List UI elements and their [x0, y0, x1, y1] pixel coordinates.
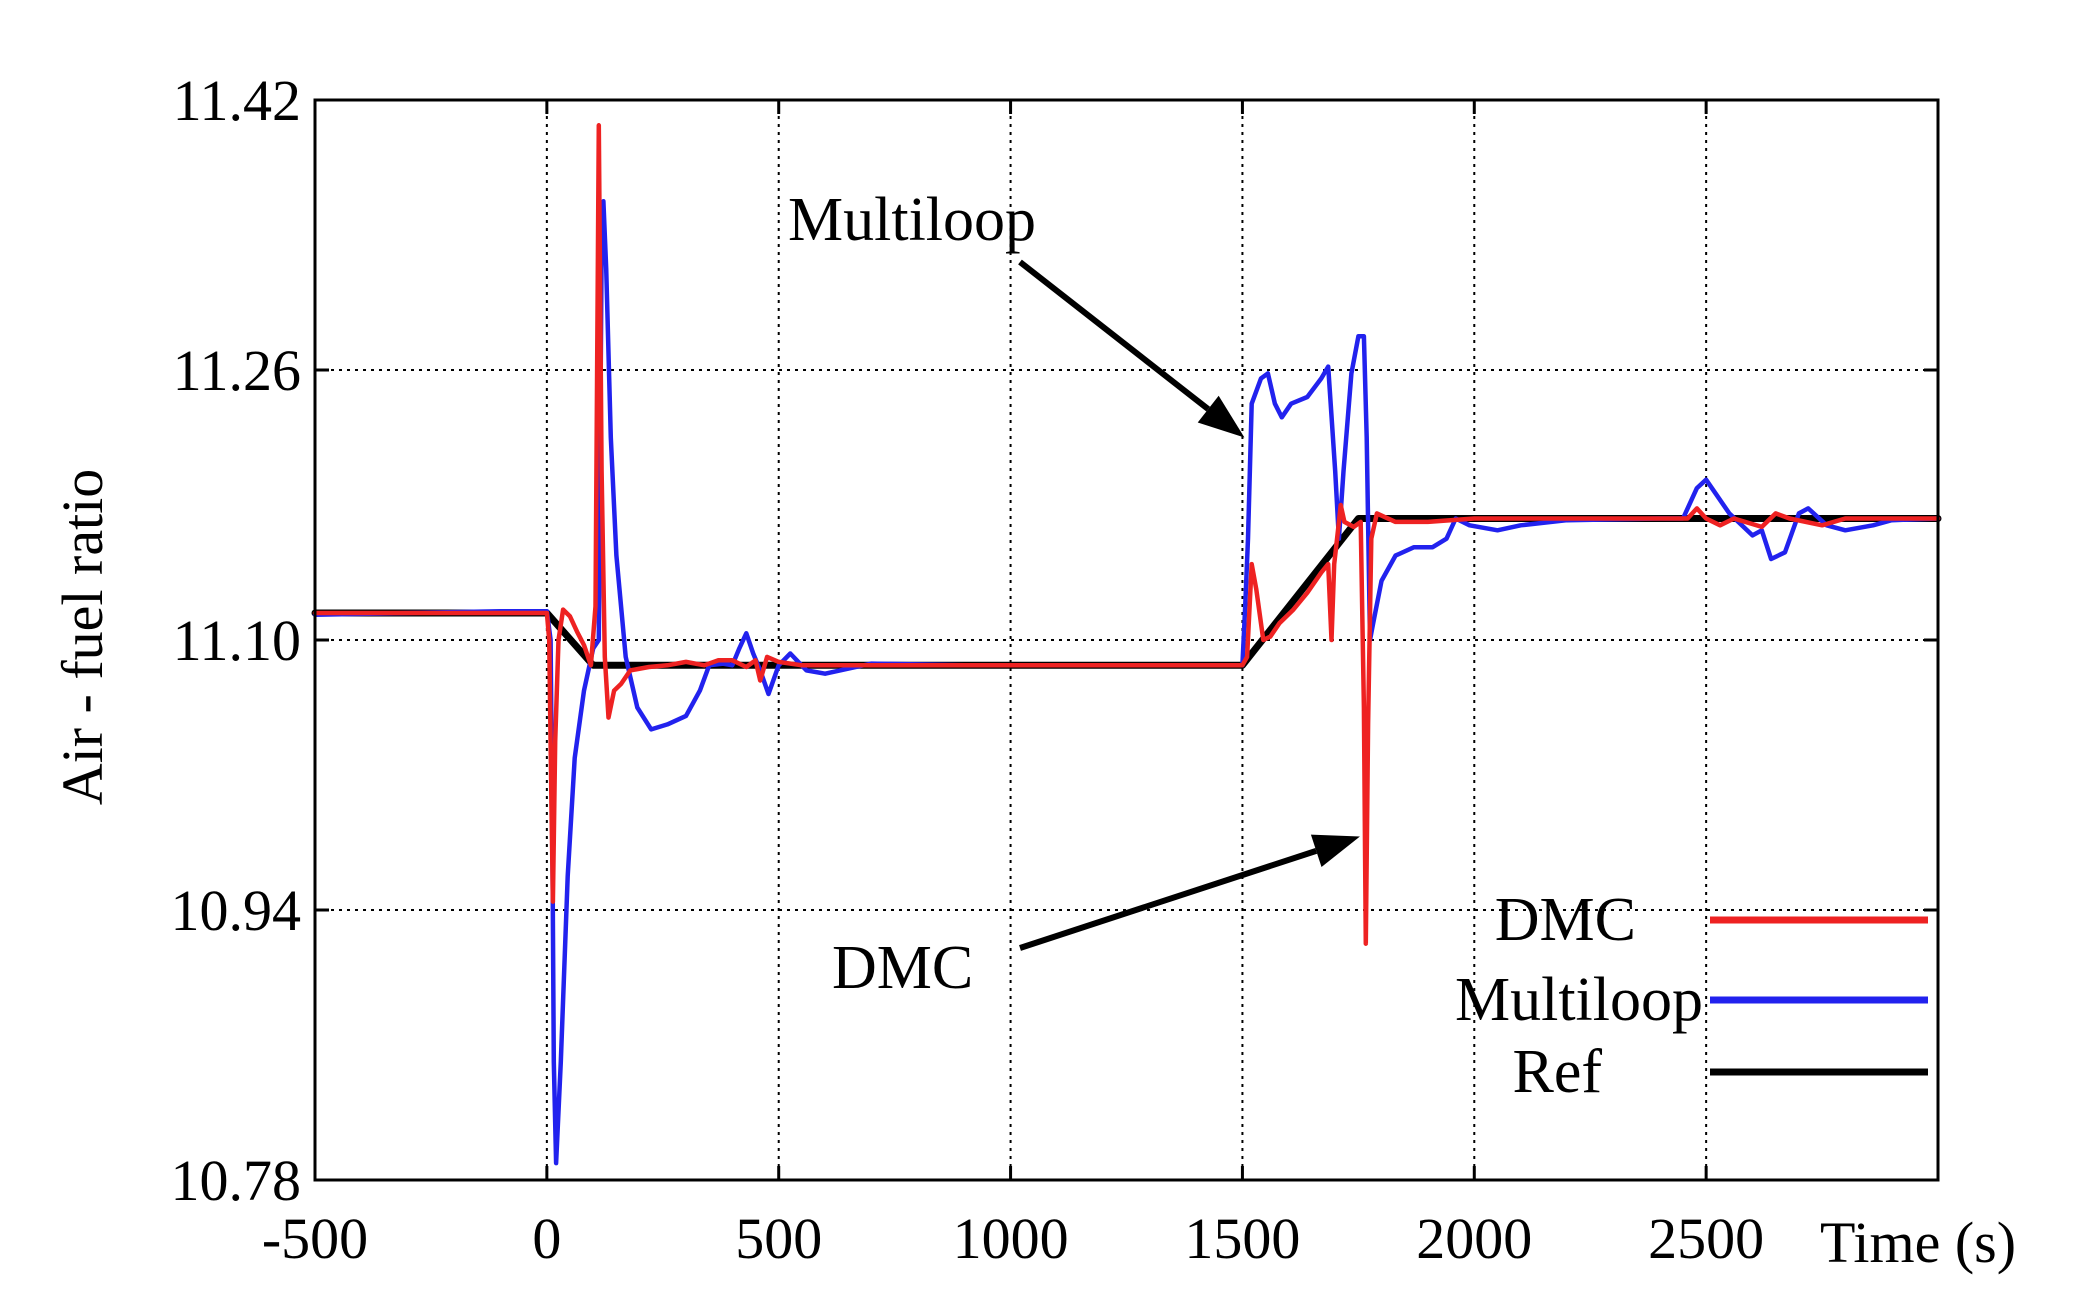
x-tick-labels: -500 0 500 1000 1500 2000 2500 — [262, 1206, 1764, 1271]
annotation-dmc-arrow — [1019, 847, 1318, 951]
x-axis-label: Time (s) — [1820, 1210, 2016, 1275]
annotations: Multiloop DMC — [788, 186, 1360, 1002]
series-line-dmc — [312, 123, 1941, 946]
annotation-multiloop-arrowhead — [1197, 395, 1245, 438]
legend-label-multiloop: Multiloop — [1455, 966, 1703, 1034]
x-tick-label: 2500 — [1648, 1206, 1764, 1271]
y-tick-labels: 10.78 10.94 11.10 11.26 11.42 — [171, 68, 302, 1213]
y-tick-label: 11.10 — [173, 608, 301, 673]
series-layer — [311, 123, 1942, 1166]
legend-label-ref: Ref — [1512, 1038, 1602, 1106]
x-tick-label: 2000 — [1416, 1206, 1532, 1271]
x-tick-label: -500 — [262, 1206, 368, 1271]
annotation-dmc-arrowhead — [1310, 834, 1360, 867]
legend: DMC Multiloop Ref — [1455, 886, 1928, 1106]
plot-frame — [313, 98, 1940, 1182]
annotation-multiloop-label: Multiloop — [788, 186, 1036, 254]
x-tick-label: 1000 — [953, 1206, 1069, 1271]
annotation-multiloop-arrow — [1018, 259, 1211, 412]
x-tick-label: 1500 — [1184, 1206, 1300, 1271]
x-tick-label: 0 — [532, 1206, 561, 1271]
y-tick-label: 11.42 — [173, 68, 301, 133]
y-tick-label: 10.94 — [171, 878, 302, 943]
legend-label-dmc: DMC — [1495, 886, 1636, 954]
y-axis-label: Air - fuel ratio — [50, 469, 115, 806]
y-tick-label: 11.26 — [173, 338, 301, 403]
annotation-dmc-label: DMC — [832, 934, 973, 1002]
x-tick-label: 500 — [735, 1206, 822, 1271]
y-tick-label: 10.78 — [171, 1148, 302, 1213]
series-line-multiloop — [312, 199, 1941, 1166]
